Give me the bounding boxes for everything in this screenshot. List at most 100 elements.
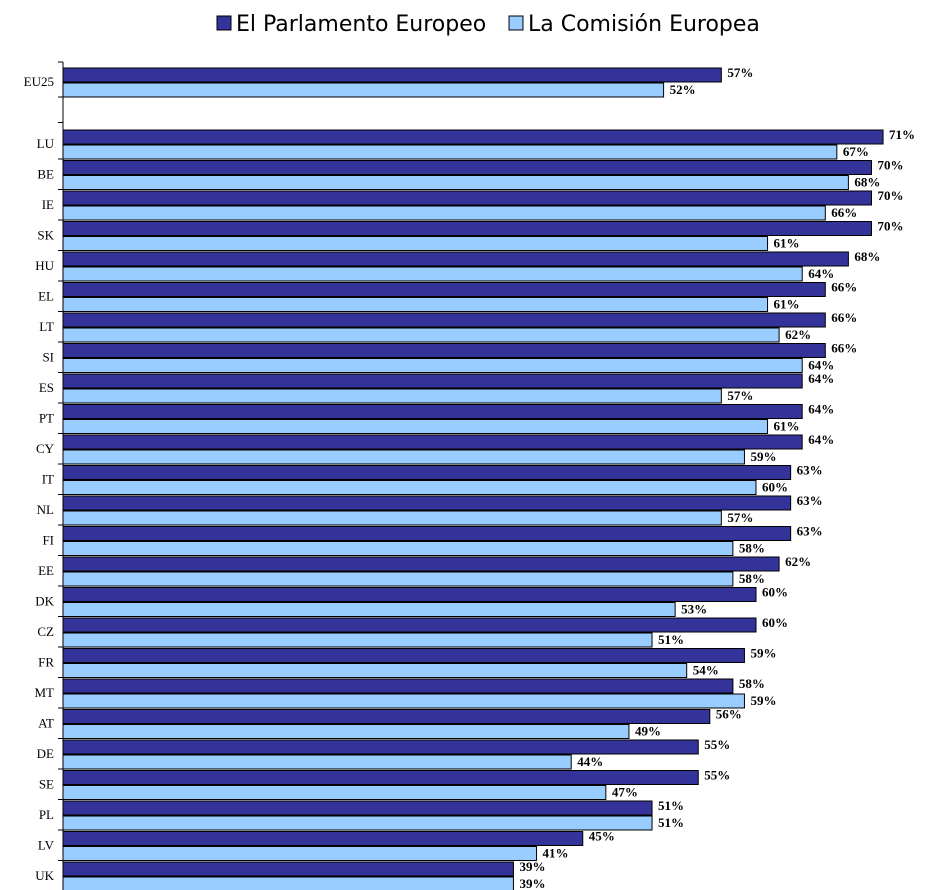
bar-sk-parlamento — [62, 221, 872, 236]
bar-se-parlamento — [62, 770, 699, 785]
value-label-cz-parlamento: 60% — [762, 615, 788, 630]
bar-mt-comision — [62, 693, 745, 709]
bar-cy-comision — [62, 449, 745, 465]
category-label-hu: HU — [35, 258, 54, 273]
value-label-lu-parlamento: 71% — [889, 127, 915, 142]
labels: EU2557%52%LU71%67%BE70%68%IE70%66%SK70%6… — [24, 65, 915, 890]
value-label-ie-comision: 66% — [831, 205, 857, 220]
axis-ticks — [58, 61, 63, 861]
value-label-dk-comision: 53% — [681, 602, 707, 617]
value-label-nl-parlamento: 63% — [797, 493, 823, 508]
value-label-eu25-comision: 52% — [670, 82, 696, 97]
legend: El Parlamento Europeo La Comisión Europea — [216, 12, 760, 37]
value-label-cz-comision: 51% — [658, 632, 684, 647]
value-label-pl-parlamento: 51% — [658, 798, 684, 813]
value-label-cy-comision: 59% — [750, 449, 776, 464]
bar-cy-parlamento — [62, 434, 803, 450]
category-label-pt: PT — [39, 411, 54, 426]
category-label-lt: LT — [39, 319, 54, 334]
legend-label-2: La Comisión Europea — [528, 12, 760, 37]
bars — [62, 67, 884, 890]
value-label-pt-comision: 61% — [774, 419, 800, 434]
value-label-de-parlamento: 55% — [704, 737, 730, 752]
value-label-it-parlamento: 63% — [797, 463, 823, 478]
bar-nl-parlamento — [62, 495, 792, 511]
bar-fi-parlamento — [62, 526, 792, 541]
value-label-ee-comision: 58% — [739, 571, 765, 586]
bar-pt-comision — [62, 419, 769, 434]
value-label-sk-parlamento: 70% — [878, 219, 904, 234]
bar-it-comision — [62, 480, 757, 495]
bar-de-comision — [62, 754, 572, 770]
category-label-si: SI — [42, 350, 54, 365]
value-label-lu-comision: 67% — [843, 144, 869, 159]
bar-hu-parlamento — [62, 251, 849, 267]
value-label-dk-parlamento: 60% — [762, 585, 788, 600]
bar-uk-parlamento — [62, 861, 514, 877]
value-label-lv-comision: 41% — [543, 846, 569, 861]
bar-lv-comision — [62, 846, 538, 861]
bar-el-comision — [62, 297, 769, 312]
bar-lv-parlamento — [62, 831, 584, 846]
category-label-at: AT — [38, 716, 54, 731]
value-label-fr-comision: 54% — [693, 663, 719, 678]
bar-mt-parlamento — [62, 678, 734, 694]
value-label-eu25-parlamento: 57% — [727, 65, 753, 80]
value-label-mt-comision: 59% — [750, 693, 776, 708]
value-label-lt-comision: 62% — [785, 327, 811, 342]
bar-uk-comision — [62, 876, 514, 890]
category-label-pl: PL — [39, 807, 54, 822]
bar-be-parlamento — [62, 160, 872, 175]
bar-de-parlamento — [62, 739, 699, 755]
value-label-de-comision: 44% — [577, 754, 603, 769]
category-label-se: SE — [39, 777, 54, 792]
value-label-sk-comision: 61% — [774, 236, 800, 251]
category-label-lu: LU — [37, 136, 55, 151]
value-label-el-comision: 61% — [774, 297, 800, 312]
bar-dk-comision — [62, 602, 676, 617]
value-label-at-comision: 49% — [635, 724, 661, 739]
value-label-si-comision: 64% — [808, 358, 834, 373]
value-label-fr-parlamento: 59% — [750, 646, 776, 661]
value-label-be-comision: 68% — [854, 175, 880, 190]
category-label-ie: IE — [42, 197, 54, 212]
bar-at-comision — [62, 724, 630, 739]
bar-cz-comision — [62, 632, 653, 648]
category-label-cz: CZ — [37, 624, 54, 639]
bar-lu-parlamento — [62, 129, 884, 145]
value-label-nl-comision: 57% — [727, 510, 753, 525]
bar-pl-comision — [62, 815, 653, 831]
value-label-it-comision: 60% — [762, 480, 788, 495]
bar-pl-parlamento — [62, 800, 653, 816]
bar-fi-comision — [62, 541, 734, 556]
value-label-el-parlamento: 66% — [831, 280, 857, 295]
category-label-fr: FR — [38, 655, 54, 670]
bar-at-parlamento — [62, 709, 711, 724]
category-label-el: EL — [38, 289, 54, 304]
category-label-nl: NL — [37, 502, 54, 517]
value-label-pt-parlamento: 64% — [808, 402, 834, 417]
value-label-se-parlamento: 55% — [704, 768, 730, 783]
bar-ee-comision — [62, 571, 734, 587]
category-label-cy: CY — [36, 441, 55, 456]
bar-fr-comision — [62, 663, 688, 678]
category-label-mt: MT — [35, 685, 55, 700]
value-label-hu-comision: 64% — [808, 266, 834, 281]
category-label-be: BE — [37, 167, 54, 182]
category-label-dk: DK — [35, 594, 54, 609]
category-label-ee: EE — [38, 563, 54, 578]
value-label-pl-comision: 51% — [658, 815, 684, 830]
bar-it-parlamento — [62, 465, 792, 480]
bar-lu-comision — [62, 144, 838, 160]
category-label-lv: LV — [38, 838, 55, 853]
bar-el-parlamento — [62, 282, 826, 297]
value-label-hu-parlamento: 68% — [854, 249, 880, 264]
value-label-lt-parlamento: 66% — [831, 310, 857, 325]
legend-swatch-2 — [508, 15, 524, 31]
bar-eu25-comision — [62, 82, 665, 98]
value-label-ie-parlamento: 70% — [878, 188, 904, 203]
legend-swatch-1 — [216, 15, 232, 31]
category-label-fi: FI — [42, 533, 54, 548]
value-label-ee-parlamento: 62% — [785, 554, 811, 569]
